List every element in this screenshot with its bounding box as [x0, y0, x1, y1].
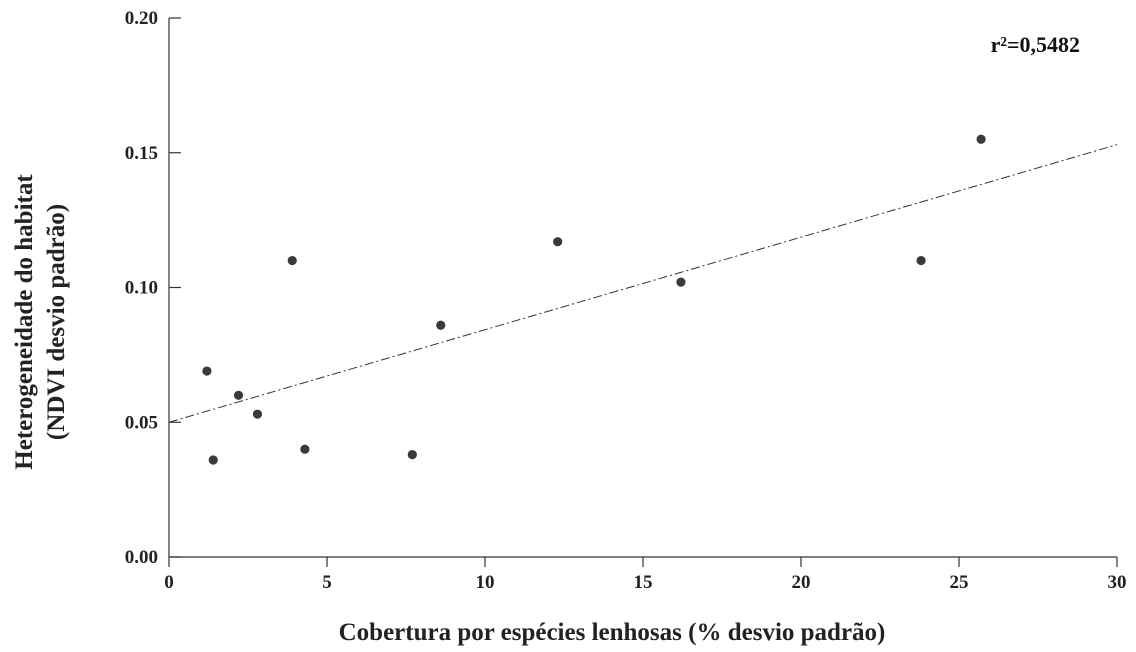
y-axis-title-group: Heterogeneidade do habitat (NDVI desvio …	[11, 174, 70, 470]
y-tick-label: 0.15	[125, 143, 158, 164]
x-tick-label: 25	[950, 572, 969, 593]
data-points	[202, 134, 986, 465]
x-tick-label: 5	[322, 572, 332, 593]
y-axis-title-line-1: Heterogeneidade do habitat	[11, 174, 38, 470]
trendline-group	[168, 144, 1118, 423]
x-tick-labels: 0 5 10 15 20 25 30	[164, 572, 1126, 593]
data-point	[252, 409, 263, 419]
x-tick-label: 0	[164, 572, 174, 593]
y-axis-title-line-2: (NDVI desvio padrão)	[43, 204, 70, 440]
data-point	[676, 277, 686, 287]
data-point	[436, 320, 446, 330]
x-axis-title: Cobertura por espécies lenhosas (% desvi…	[339, 619, 886, 646]
x-tick-label: 30	[1108, 572, 1127, 593]
data-point	[287, 255, 297, 266]
data-point	[916, 255, 926, 266]
y-tick-label: 0.00	[125, 547, 158, 568]
y-tick-label: 0.20	[125, 8, 158, 29]
x-tick-label: 15	[634, 572, 653, 593]
data-point	[976, 134, 986, 144]
data-point	[233, 390, 244, 400]
data-point	[202, 366, 212, 376]
x-tick-label: 20	[792, 572, 811, 593]
y-tick-label: 0.05	[125, 412, 158, 433]
y-tick-label: 0.10	[125, 278, 158, 299]
y-tick-labels: 0.00 0.05 0.10 0.15 0.20	[125, 8, 158, 568]
tick-marks	[168, 17, 1118, 567]
x-tick-label: 10	[476, 572, 495, 593]
data-point	[553, 237, 563, 247]
r-squared-annotation: r²=0,5482	[991, 32, 1080, 57]
trendline	[168, 144, 1118, 423]
data-point	[208, 455, 218, 465]
data-point	[407, 449, 417, 460]
axes	[168, 18, 1117, 558]
data-point	[300, 444, 310, 454]
